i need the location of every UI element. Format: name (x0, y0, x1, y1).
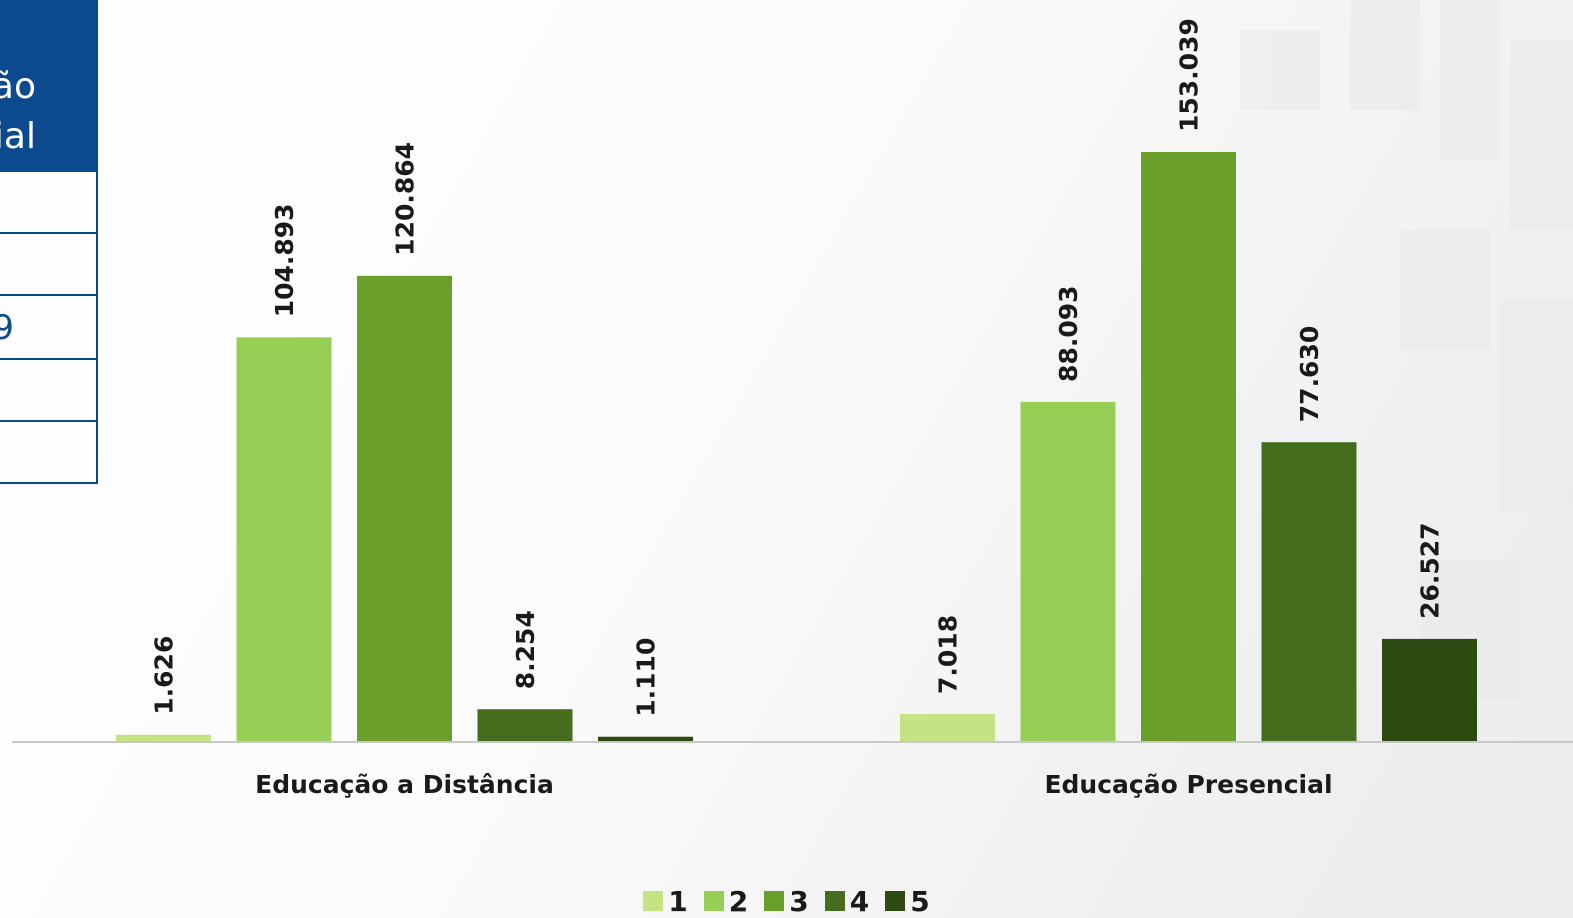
bar-presencial-series-3 (1141, 152, 1236, 741)
data-label: 7.018 (934, 615, 963, 694)
bar-presencial-series-1 (900, 713, 995, 741)
legend-label: 5 (910, 884, 930, 918)
data-label: 1.626 (150, 636, 179, 715)
legend-item-3: 3 (764, 884, 809, 918)
legend-label: 2 (728, 884, 749, 918)
bar-chart: 1.626 104.893 120.864 8.254 1.110 Educação a … (12, 18, 1573, 799)
category-label: Educação Presencial (1044, 770, 1332, 799)
table-row (0, 234, 96, 296)
bar-ead-series-5 (598, 736, 693, 741)
table-header: ão ial (0, 0, 96, 172)
bar-ead-series-4 (477, 709, 573, 741)
legend-item-4: 4 (824, 884, 870, 918)
bar-presencial-series-4 (1261, 442, 1357, 741)
data-label: 88.093 (1054, 285, 1083, 381)
legend-item-1: 1 (643, 884, 688, 918)
data-label: 153.039 (1175, 18, 1204, 132)
data-label: 104.893 (270, 203, 299, 317)
legend-label: 4 (849, 884, 870, 918)
legend-label: 3 (789, 884, 809, 918)
table-header-line: ial (0, 116, 36, 157)
table-header-line: ão (0, 66, 36, 107)
table-row: 9 (0, 296, 96, 360)
chart-legend: 1 2 3 4 5 (0, 884, 1573, 918)
bar-ead-series-2 (236, 337, 332, 741)
legend-swatch (643, 891, 664, 911)
table-cell: 9 (0, 308, 14, 348)
table-row (0, 360, 96, 422)
table-row (0, 172, 96, 234)
legend-swatch (764, 891, 785, 911)
bar-ead-series-3 (357, 275, 452, 741)
data-label: 77.630 (1295, 326, 1324, 422)
data-label: 120.864 (391, 142, 420, 256)
bar-presencial-series-2 (1020, 401, 1116, 741)
data-label: 26.527 (1416, 522, 1445, 618)
table-fragment: ão ial 9 (0, 0, 98, 484)
bar-presencial-series-5 (1382, 638, 1477, 741)
legend-swatch (824, 891, 845, 911)
category-label: Educação a Distância (255, 770, 554, 799)
data-label: 1.110 (632, 638, 661, 717)
data-label: 8.254 (511, 610, 540, 689)
legend-item-5: 5 (885, 884, 930, 918)
legend-item-2: 2 (703, 884, 749, 918)
table-row (0, 422, 96, 484)
legend-label: 1 (668, 884, 688, 918)
legend-swatch (885, 891, 906, 911)
legend-swatch (703, 891, 724, 911)
bar-ead-series-1 (116, 734, 211, 741)
